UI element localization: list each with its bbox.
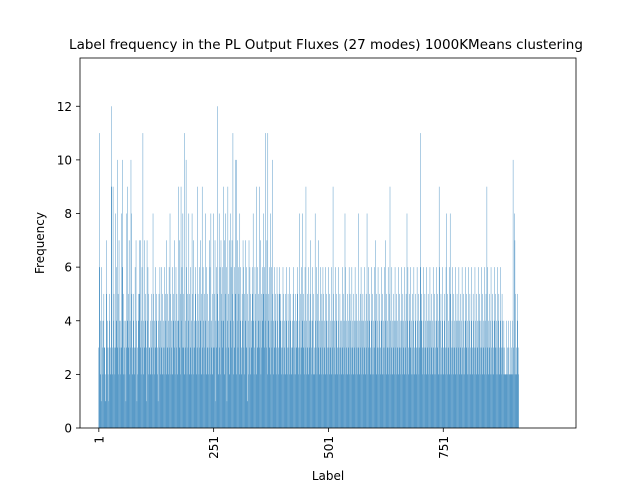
y-axis-ticks: 0 2 4 6 8 10 12: [57, 100, 80, 436]
x-tick-label-251: 251: [207, 436, 221, 459]
x-axis-label: Label: [312, 469, 344, 480]
x-tick-label-1: 1: [92, 436, 106, 444]
bars-group: [98, 106, 519, 429]
x-tick-label-751: 751: [437, 436, 451, 459]
y-tick-label-2: 2: [64, 368, 72, 382]
y-tick-label-6: 6: [64, 261, 72, 275]
y-tick-label-0: 0: [64, 422, 72, 436]
y-tick-label-10: 10: [57, 153, 72, 167]
chart-title: Label frequency in the PL Output Fluxes …: [69, 37, 583, 53]
y-tick-label-4: 4: [64, 314, 72, 328]
y-axis-label: Frequency: [33, 212, 47, 274]
y-tick-label-8: 8: [64, 207, 72, 221]
x-tick-label-501: 501: [322, 436, 336, 459]
y-tick-label-12: 12: [57, 100, 72, 114]
plot-frame: [79, 57, 577, 429]
x-axis-ticks: 1 251 501 751: [92, 428, 451, 459]
